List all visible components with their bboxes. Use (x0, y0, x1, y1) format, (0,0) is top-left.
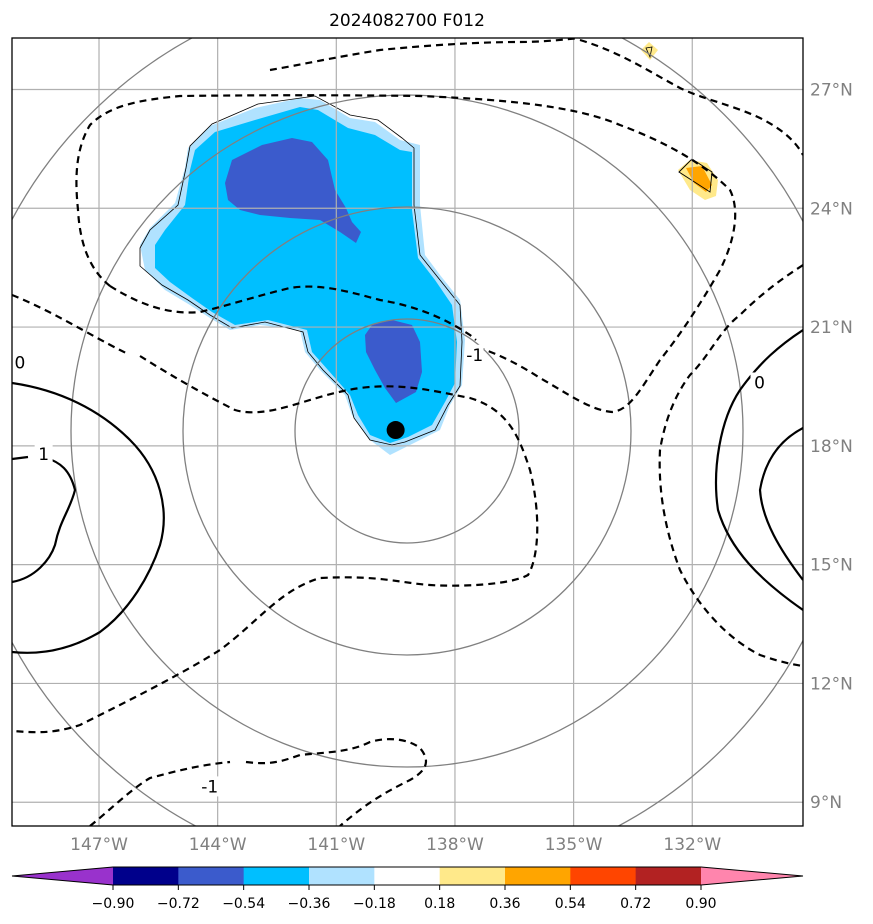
colorbar-segment (113, 867, 179, 885)
lon-tick-label: 147°W (70, 835, 128, 855)
contour-label-bg (465, 344, 484, 365)
lat-tick-label: 9°N (810, 793, 842, 813)
contour-solid (714, 329, 803, 611)
chart-title: 2024082700 F012 (329, 11, 485, 31)
contour-lines (12, 38, 803, 826)
shade-yellow (641, 42, 658, 60)
lat-tick-label: 27°N (810, 80, 853, 100)
map-frame (11, 37, 804, 827)
colorbar-extend-high (701, 867, 803, 885)
contour-label-bg (12, 352, 29, 373)
colorbar-segment (243, 867, 310, 885)
colorbar-tick-label: 0.90 (685, 896, 716, 912)
lat-tick-label: 24°N (810, 199, 853, 219)
contour-dashed (579, 38, 803, 156)
lon-tick-label: 141°W (307, 835, 365, 855)
map-area: 0 -1 0 1 -1 (12, 38, 803, 826)
contour-solid (12, 456, 77, 584)
lat-lon-grid (12, 38, 803, 826)
shade-blue (225, 138, 361, 243)
contour-label: 0 (754, 374, 765, 394)
lat-tick-label: 15°N (810, 556, 853, 576)
colorbar-tick-label: −0.36 (288, 896, 331, 912)
contour-solid (12, 455, 29, 461)
contour-label: -1 (466, 346, 483, 366)
shaded-field (139, 42, 718, 455)
contour-label: -1 (201, 777, 218, 797)
contour-label: 1 (38, 445, 49, 465)
lat-tick-label: 21°N (810, 318, 853, 338)
lon-tick-label: 144°W (189, 835, 247, 855)
colorbar-segment (178, 867, 245, 885)
colorbar-segment (374, 867, 441, 885)
lat-tick-label: 18°N (810, 437, 853, 457)
contour-dashed (12, 355, 539, 734)
range-ring (182, 206, 632, 656)
colorbar-tick-label: −0.18 (353, 896, 396, 912)
contour-thin (139, 95, 463, 446)
contour-dashed (75, 94, 737, 414)
lon-tick-label: 135°W (545, 835, 603, 855)
shade-blue (365, 320, 422, 403)
colorbar-tick-label: −0.72 (157, 896, 200, 912)
lat-tick-label: 12°N (810, 674, 853, 694)
range-ring (294, 318, 520, 544)
contour-solid (758, 427, 803, 581)
lon-tick-label: 132°W (663, 835, 721, 855)
colorbar-tick-label: 0.72 (620, 896, 651, 912)
contour-label-bg (34, 443, 53, 464)
longitude-ticks: 147°W 144°W 141°W 138°W 135°W 132°W (70, 835, 721, 855)
colorbar-tick-label: 0.54 (555, 896, 586, 912)
colorbar-tick-label: 0.18 (424, 896, 455, 912)
contour-dashed (269, 38, 581, 72)
contour-label: 0 (14, 354, 25, 374)
colorbar-segment (505, 867, 571, 885)
contour-labels: 0 -1 0 1 -1 (12, 344, 769, 797)
contour-solid (12, 381, 165, 654)
contour-label-bg (750, 372, 769, 393)
colorbar: −0.90 −0.72 −0.54 −0.36 −0.18 0.18 0.36 0.54 0.7… (11, 866, 804, 912)
colorbar-extend-low (12, 867, 113, 885)
colorbar-tick-label: −0.54 (222, 896, 265, 912)
contour-thin (678, 158, 713, 193)
lon-tick-label: 138°W (426, 835, 484, 855)
colorbar-tick-label: −0.90 (92, 896, 135, 912)
latitude-ticks: 9°N 12°N 15°N 18°N 21°N 24°N 27°N (810, 80, 853, 813)
colorbar-segment (309, 867, 375, 885)
contour-label-bg (200, 776, 219, 797)
colorbar-segment (570, 867, 637, 885)
contour-dashed (12, 293, 129, 355)
storm-center-marker (386, 421, 405, 440)
colorbar-segment (439, 867, 506, 885)
contour-dashed (109, 285, 477, 341)
colorbar-segment (635, 867, 702, 885)
colorbar-tick-label: 0.36 (489, 896, 520, 912)
contour-dashed (658, 264, 803, 668)
contour-dashed (245, 738, 428, 826)
contour-thin (645, 46, 653, 59)
contour-dashed (89, 760, 231, 826)
